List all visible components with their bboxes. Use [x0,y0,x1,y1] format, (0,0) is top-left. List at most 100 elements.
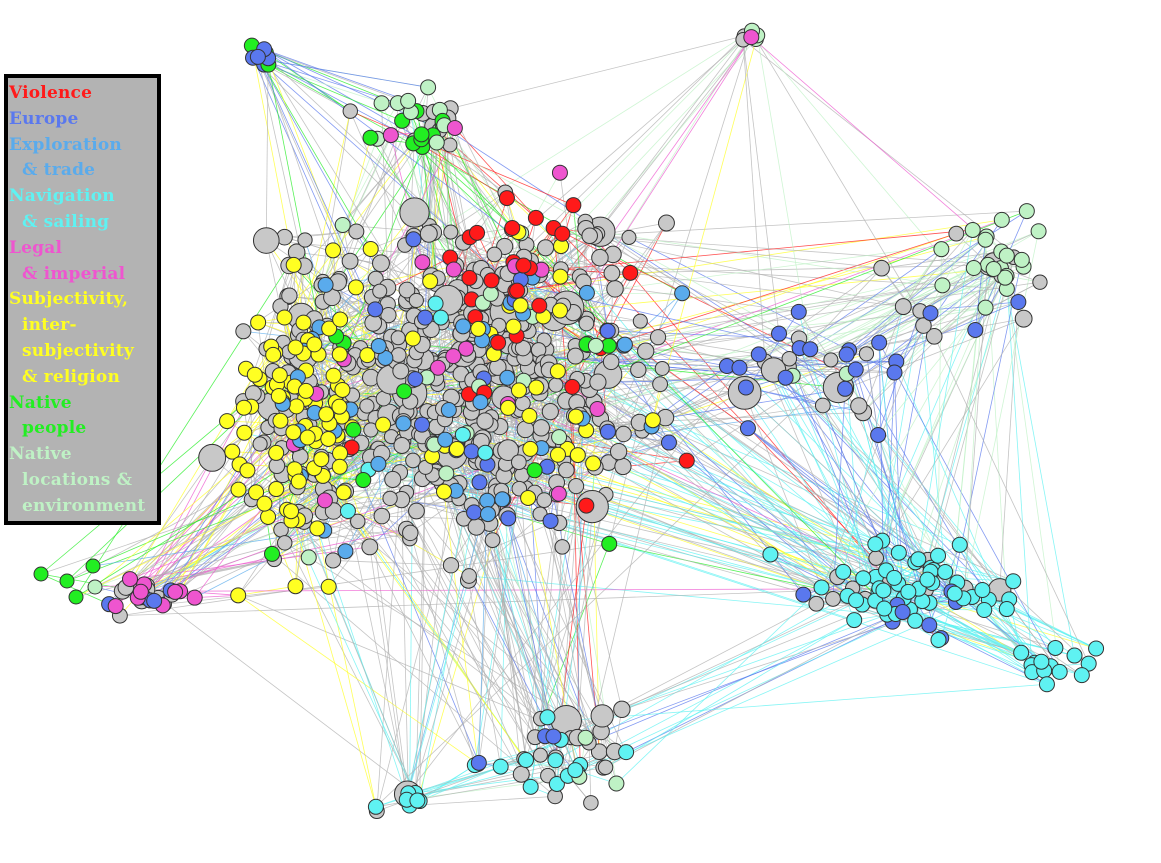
graph-node-other [606,280,624,298]
graph-edge [739,338,800,369]
graph-edge [267,516,296,587]
graph-edge [559,267,1001,311]
graph-edge [875,318,1025,559]
graph-node-europe [737,379,754,396]
graph-edge [607,330,800,339]
graph-edge [428,233,509,274]
graph-node-subjectivity [347,279,364,296]
graph-node-subjectivity [285,256,302,273]
graph-node-europe [405,231,422,248]
graph-node-subjectivity [520,489,537,506]
graph-node-native-locations [965,260,982,277]
graph-node-native-locations [993,211,1010,228]
graph-node-other [442,557,460,574]
graph-edge [263,49,357,288]
graph-edge [605,619,855,768]
graph-node-other [341,252,359,270]
graph-node-other [873,259,890,277]
graph-edge [589,235,904,307]
graph-node-other [602,353,620,371]
legend-label: & trade [22,160,96,181]
graph-edge [756,35,811,350]
graph-node-navigation [477,444,494,461]
graph-node-legal [446,119,463,136]
legend-label: locations & [22,469,133,490]
graph-edge [964,239,986,589]
graph-node-navigation [567,762,584,779]
graph-node-violence [531,297,548,314]
graph-edge [303,521,418,801]
graph-node-native-locations [577,729,594,746]
graph-node-subjectivity [224,443,241,460]
graph-node-other [359,398,375,414]
graph-node-subjectivity [644,412,661,429]
graph-edge [974,239,986,331]
graph-node-navigation [427,295,444,312]
graph-edge [665,417,804,595]
graph-edge [518,462,541,756]
graph-edge [492,35,745,282]
graph-node-navigation [846,612,863,629]
graph-node-subjectivity [230,587,247,604]
graph-node-native-locations [997,269,1014,286]
graph-node-europe [870,426,887,443]
graph-edge [616,587,822,784]
graph-edge [129,546,370,580]
graph-edge [497,460,600,752]
graph-edge [902,248,942,307]
graph-edge [799,347,933,584]
graph-node-europe [871,334,888,351]
graph-edge [468,575,554,737]
graph-edge [370,225,430,250]
graph-edge [589,38,757,237]
graph-node-other [405,452,421,469]
graph-node-native-locations [334,216,351,233]
graph-edge [764,361,866,599]
graph-edge [541,405,859,449]
graph-edge [558,522,822,588]
graph-edge [375,306,904,808]
legend-entry-exploration: Exploration & trade [9,133,157,185]
graph-node-violence [578,497,595,514]
graph-node-subjectivity [422,273,439,290]
graph-node-navigation [835,563,852,580]
graph-node-native-locations [482,285,499,302]
node-layer [33,22,1105,820]
graph-edge [268,64,408,291]
graph-node-other [583,795,599,811]
graph-node-subjectivity [230,481,247,498]
graph-edge [951,236,988,592]
graph-node-other [390,330,406,346]
graph-node-navigation [930,631,947,648]
graph-edge [878,342,900,553]
graph-edge [450,506,593,566]
graph-edge [170,486,298,591]
graph-node-europe [471,474,488,491]
graph-node-exploration [370,338,387,355]
graph-node-other [402,524,419,542]
graph-edge [597,233,683,294]
graph-node-other [1014,309,1033,328]
graph-edge [415,494,450,797]
graph-node-subjectivity [549,363,566,380]
graph-node-subjectivity [335,484,352,501]
graph-node-violence [509,282,526,299]
graph-edge [628,237,850,351]
graph-node-subjectivity [585,455,602,472]
legend-entry-legal: Legal & imperial [9,236,157,288]
graph-node-other [443,224,459,240]
graph-node-other [408,502,425,520]
graph-edge [432,144,451,233]
graph-edge [500,490,554,737]
graph-node-navigation [547,752,564,769]
graph-node-other [536,492,553,508]
graph-edge [652,35,758,421]
graph-edge [264,64,351,112]
graph-node-exploration [395,415,412,432]
graph-node-navigation [522,778,539,795]
graph-node-europe [922,305,939,322]
legend-label: people [22,418,87,439]
graph-node-legal [316,492,333,509]
graph-node-europe [967,321,984,338]
graph-node-other [597,759,614,775]
